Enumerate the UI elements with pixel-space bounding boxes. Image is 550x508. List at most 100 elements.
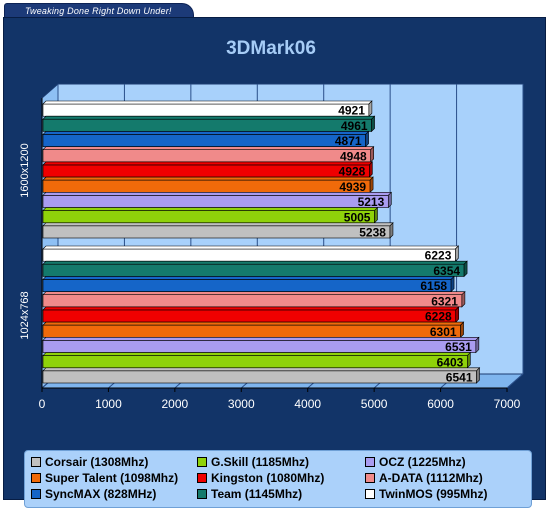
x-tick-label: 7000 <box>494 397 521 411</box>
bar-end <box>461 290 466 308</box>
bar <box>42 248 456 262</box>
bar-value-label: 6301 <box>430 325 457 339</box>
legend-swatch <box>31 473 41 483</box>
legend-item: A-DATA (1112Mhz) <box>365 471 483 485</box>
bar <box>42 324 461 338</box>
x-tick-label: 1000 <box>95 397 122 411</box>
legend-item: OCZ (1225Mhz) <box>365 455 466 469</box>
bar-end <box>369 176 374 194</box>
bar-top <box>42 352 472 356</box>
x-tick-label: 5000 <box>361 397 388 411</box>
bar-top <box>42 291 466 295</box>
bar-end <box>455 245 459 262</box>
bar-value-label: 5238 <box>359 226 386 240</box>
bar-end <box>463 260 468 278</box>
bar-end <box>371 115 375 133</box>
bar-value-label: 5005 <box>344 210 371 224</box>
legend-swatch <box>31 489 41 499</box>
legend-item: Team (1145Mhz) <box>197 487 302 501</box>
bar-top <box>42 321 465 326</box>
x-tick-label: 3000 <box>228 397 255 411</box>
bar-top <box>42 131 370 135</box>
bar-value-label: 6228 <box>425 310 452 324</box>
legend-swatch <box>197 457 207 467</box>
bar-top <box>42 222 394 227</box>
legend-item: Corsair (1308Mhz) <box>31 455 148 469</box>
bar-value-label: 4928 <box>339 165 366 179</box>
bar-end <box>450 275 455 293</box>
bar-end <box>365 130 369 148</box>
bar-top <box>42 260 468 265</box>
bar <box>42 118 372 132</box>
plot-area: 0 1000 2000 3000 4000 5000 6000 7000 1600x1200 49… <box>19 82 525 411</box>
x-tick-label: 0 <box>39 397 46 411</box>
x-gridline-floor <box>506 373 524 389</box>
chart-legend: Corsair (1308Mhz) G.Skill (1185Mhz) OCZ (1… <box>24 450 532 508</box>
bar-end <box>368 100 373 117</box>
bar-top <box>42 192 393 196</box>
bar <box>42 225 391 239</box>
legend-item: TwinMOS (995Mhz) <box>365 487 487 501</box>
bar-value-label: 6158 <box>420 279 447 293</box>
bar-end <box>455 306 460 323</box>
legend-swatch <box>31 457 41 467</box>
bar <box>42 309 457 323</box>
bar-value-label: 6541 <box>446 371 473 385</box>
bar-chart: 3DMark06 0 1000 2000 3000 4000 5000 6000 7000 16… <box>19 38 525 411</box>
legend-swatch <box>197 473 207 483</box>
legend-item: G.Skill (1185Mhz) <box>197 455 309 469</box>
bar <box>42 279 452 292</box>
bar-top <box>42 146 375 150</box>
bar-value-label: 4948 <box>340 149 367 163</box>
bar-value-label: 6321 <box>431 294 458 308</box>
bar-top <box>42 176 374 181</box>
chart-title: 3DMark06 <box>226 38 316 59</box>
bar-top <box>42 245 460 250</box>
legend-item: Kingston (1080Mhz) <box>197 471 324 485</box>
chart-frame: 3DMark06 0 1000 2000 3000 4000 5000 6000 7000 16… <box>3 17 546 508</box>
legend-item: SyncMAX (828MHz) <box>31 487 156 501</box>
bar <box>42 355 468 369</box>
bar <box>42 149 371 163</box>
bar-value-label: 4871 <box>335 134 362 148</box>
bar-value-label: 6403 <box>437 355 464 369</box>
legend-swatch <box>365 473 375 483</box>
legend-swatch <box>365 489 375 499</box>
bar-top <box>42 115 376 120</box>
bar <box>42 294 463 308</box>
category-label: 1024x768 <box>19 291 31 339</box>
bar-value-label: 4921 <box>338 104 365 118</box>
bar <box>42 195 389 208</box>
bar-top <box>42 306 460 311</box>
bar-end <box>387 191 392 209</box>
bar-value-label: 6354 <box>433 264 460 278</box>
category-label: 1600x1200 <box>19 143 31 197</box>
bar <box>42 103 370 117</box>
legend-label: TwinMOS (995Mhz) <box>379 487 488 501</box>
bar-end <box>374 206 378 224</box>
bar-top <box>42 337 480 341</box>
bar-value-label: 6223 <box>425 249 452 263</box>
bar-end <box>370 145 374 163</box>
legend-item: Super Talent (1098Mhz) <box>31 471 178 485</box>
site-banner-text: Tweaking Done Right Down Under! <box>25 6 172 16</box>
legend-label: Team (1145Mhz) <box>211 487 303 501</box>
bar-top <box>42 161 374 166</box>
legend-label: G.Skill (1185Mhz) <box>211 455 310 469</box>
bar-value-label: 4939 <box>339 180 366 194</box>
x-tick-label: 6000 <box>427 397 454 411</box>
legend-label: Super Talent (1098Mhz) <box>45 471 179 485</box>
bar-value-label: 6531 <box>445 340 472 354</box>
bar <box>42 263 465 277</box>
bar-end <box>389 222 394 239</box>
bar-top <box>42 207 379 211</box>
bar-value-label: 4961 <box>341 119 368 133</box>
bar <box>42 164 370 178</box>
bar-end <box>460 321 464 339</box>
x-tick-label: 2000 <box>162 397 189 411</box>
legend-label: A-DATA (1112Mhz) <box>379 471 483 485</box>
bar-end <box>467 351 471 369</box>
legend-label: OCZ (1225Mhz) <box>379 455 466 469</box>
bar-top <box>42 276 455 280</box>
bar <box>42 179 371 193</box>
